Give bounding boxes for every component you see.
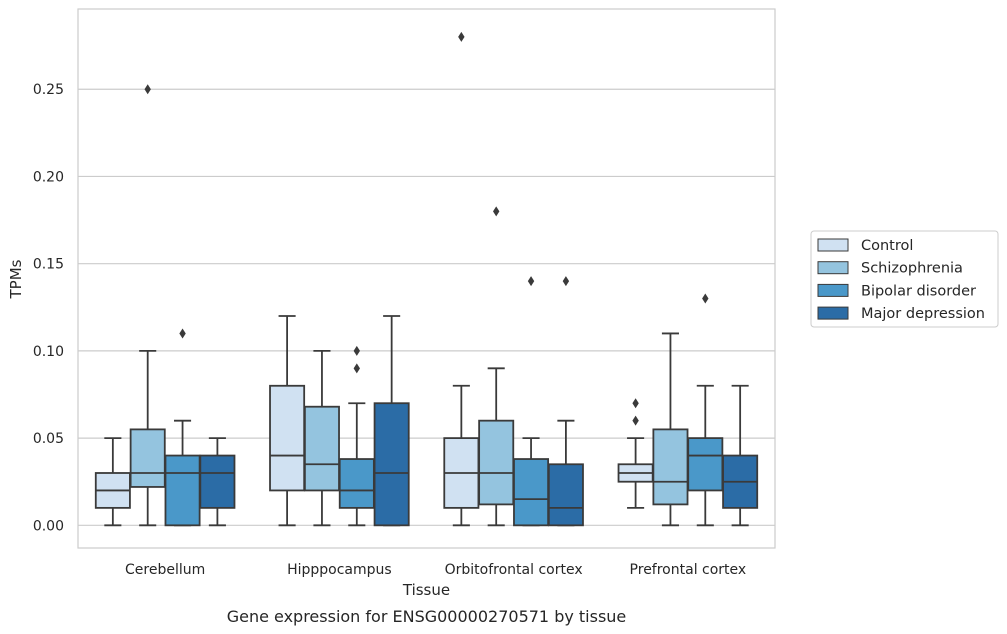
box-plot [199,437,236,527]
box [513,458,550,527]
y-tick-label: 0.00 [33,518,64,534]
legend: Control Schizophrenia Bipolar disorder Majo… [810,230,999,328]
box-plot [478,206,515,527]
y-tick-label: 0.05 [33,431,64,447]
outlier-point [353,363,360,374]
box [373,402,410,527]
y-tick-label: 0.15 [33,257,64,273]
outlier-point [632,398,639,409]
outlier-point [144,84,151,95]
legend-label: Control [861,238,913,254]
legend-swatch [817,306,849,320]
y-tick-labels: 0.00 0.05 0.10 0.15 0.20 0.25 [33,82,64,534]
x-tick-label: Cerebellum [125,562,205,578]
box-plot [547,276,584,527]
y-tick-label: 0.20 [33,169,64,185]
box-plot [687,293,724,527]
box-plot [373,315,410,527]
outlier-point [493,206,500,217]
box-plot [303,349,340,527]
x-tick-label: Hipppocampus [287,562,392,578]
outlier-point [353,345,360,356]
box [478,419,515,506]
box-plot [269,315,306,527]
outlier-point [632,415,639,426]
legend-label: Bipolar disorder [861,283,976,299]
legend-swatch [817,238,849,252]
box [199,454,236,509]
box-plots [94,31,759,527]
box-plot [443,31,480,527]
series-control [94,31,654,527]
outlier-point [527,276,535,287]
y-tick-label: 0.25 [33,82,64,98]
plot-frame [77,8,776,549]
box [269,384,306,492]
box-plot [722,384,759,527]
outlier-point [458,31,465,42]
box [338,458,375,509]
legend-label: Major depression [861,306,985,322]
box-plot [338,345,375,527]
box [303,405,340,492]
outlier-point [179,328,186,339]
chart-caption: Gene expression for ENSG00000270571 by t… [227,607,627,626]
box [547,463,584,527]
x-tick-labels: Cerebellum Hipppocampus Orbitofrontal cort… [125,562,746,578]
box [652,428,689,506]
box [164,454,201,527]
outlier-point [562,276,570,287]
y-tick-label: 0.10 [33,344,64,360]
x-axis-title: Tissue [402,581,450,599]
y-axis-title: TPMs [7,259,25,299]
outlier-point [702,293,709,304]
x-tick-label: Prefrontal cortex [630,562,747,578]
box [129,428,166,488]
series-major-depression [199,276,759,527]
legend-frame [810,230,999,328]
box [687,437,724,492]
x-tick-label: Orbitofrontal cortex [445,562,583,578]
series-bipolar-disorder [164,276,724,527]
legend-swatch [817,261,849,275]
box-plot [164,328,201,527]
legend-swatch [817,283,849,297]
legend-label: Schizophrenia [861,261,963,277]
box-plot [94,437,131,527]
